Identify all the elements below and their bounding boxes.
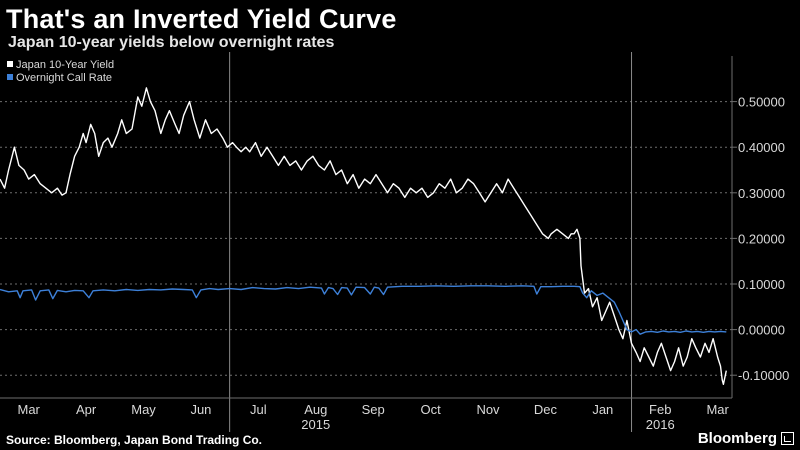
- y-tick-label: 0.00000: [738, 323, 785, 338]
- legend-swatch: [7, 61, 13, 67]
- legend-label: Japan 10-Year Yield: [16, 59, 114, 71]
- x-tick-label: Mar: [706, 402, 729, 417]
- x-tick-label: May: [131, 402, 156, 417]
- overnight-call-rate-line: [0, 285, 727, 335]
- x-tick-label: Mar: [18, 402, 41, 417]
- legend-swatch: [7, 74, 13, 80]
- axes-layer: -0.10000 0.00000 0.10000 0.20000 0.30000 0.40…: [0, 56, 789, 432]
- source-note: Source: Bloomberg, Japan Bond Trading Co…: [6, 433, 263, 447]
- x-tick-label: Sep: [362, 402, 385, 417]
- y-tick-label: 0.20000: [738, 231, 785, 246]
- brand-logo: Bloomberg: [698, 430, 794, 447]
- grid-layer: [0, 52, 732, 432]
- chart-title: That's an Inverted Yield Curve: [6, 4, 397, 34]
- x-tick-label: Dec: [534, 402, 558, 417]
- series-layer: [0, 87, 727, 385]
- x-tick-label: Nov: [476, 402, 500, 417]
- x-tick-label: Aug: [304, 402, 327, 417]
- y-tick-label: 0.40000: [738, 140, 785, 155]
- japan-10y-yield-line: [0, 87, 727, 385]
- x-tick-label: Feb: [649, 402, 671, 417]
- chart-icon: [781, 432, 794, 445]
- x-tick-label: Apr: [76, 402, 97, 417]
- y-tick-label: 0.30000: [738, 186, 785, 201]
- legend-label: Overnight Call Rate: [16, 72, 112, 84]
- brand-name: Bloomberg: [697, 430, 777, 447]
- y-tick-label: -0.10000: [738, 368, 789, 383]
- y-tick-label: 0.10000: [738, 277, 785, 292]
- x-tick-label: Jan: [592, 402, 613, 417]
- x-tick-label: Jul: [250, 402, 267, 417]
- x-year-label: 2016: [646, 417, 675, 432]
- x-tick-label: Oct: [420, 402, 441, 417]
- x-year-label: 2015: [301, 417, 330, 432]
- y-tick-label: 0.50000: [738, 95, 785, 110]
- x-tick-label: Jun: [190, 402, 211, 417]
- chart-subtitle: Japan 10-year yields below overnight rat…: [8, 34, 335, 51]
